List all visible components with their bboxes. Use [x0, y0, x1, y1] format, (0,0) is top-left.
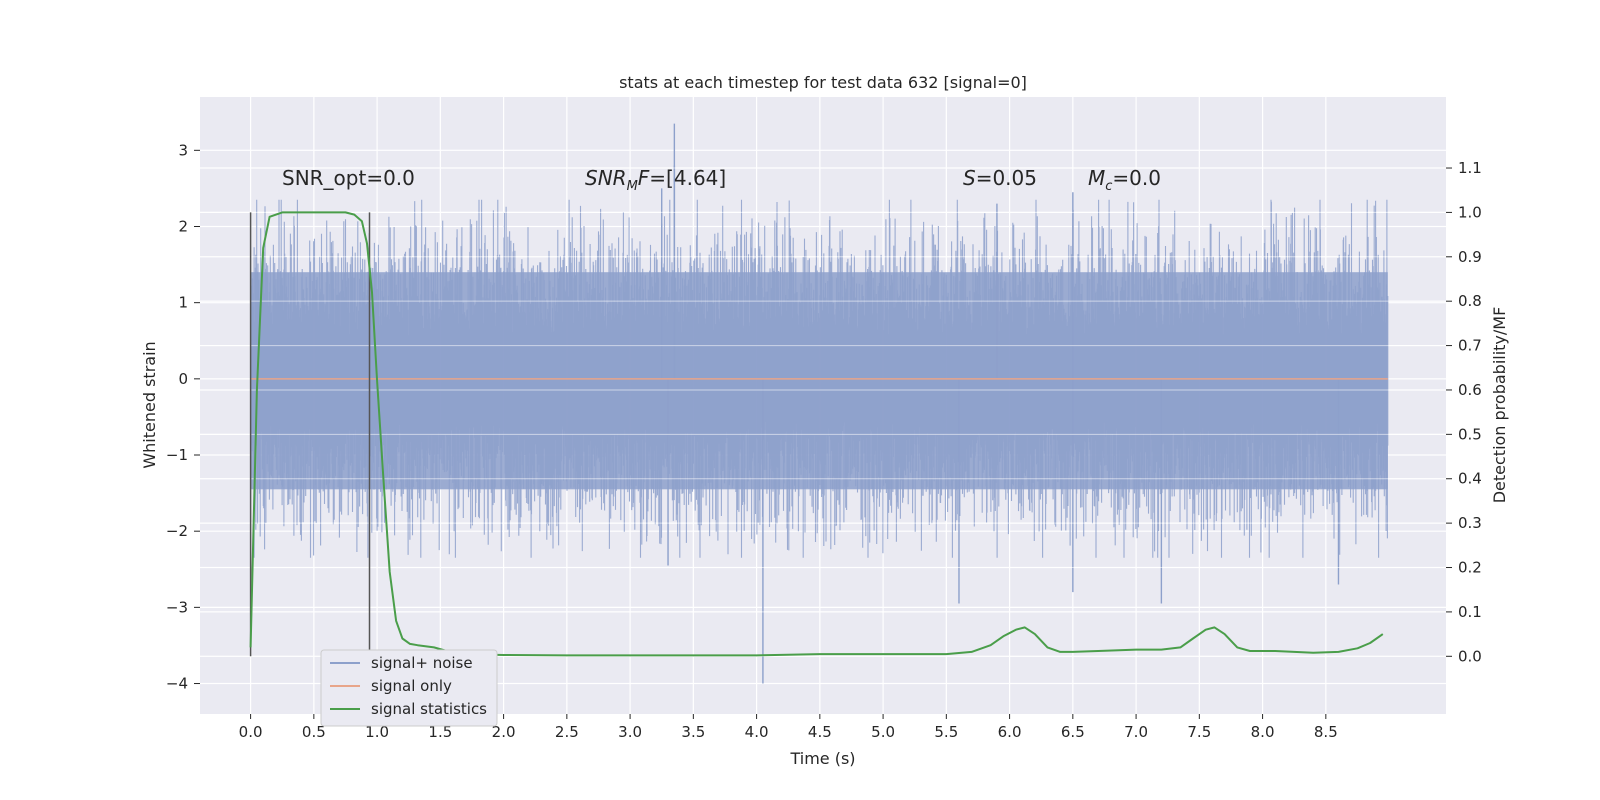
y-tick-label: 0	[178, 370, 188, 388]
annotation-snr-mf-var: SNR	[585, 166, 627, 190]
x-tick-label: 7.0	[1124, 723, 1148, 741]
y2-tick-label: 0.8	[1458, 292, 1482, 310]
x-axis-label: Time (s)	[789, 749, 855, 768]
y-tick-label: −1	[166, 446, 188, 464]
noise-core-band	[250, 272, 1388, 490]
signal-statistics-series	[249, 211, 1384, 657]
y2-tick-label: 1.0	[1458, 203, 1482, 221]
legend-label-signal-noise: signal+ noise	[371, 654, 473, 672]
y-tick-label: −4	[166, 675, 188, 693]
y-tick-label: 1	[178, 294, 188, 312]
annotation-mc-value: =0.0	[1112, 166, 1161, 190]
x-axis-ticks: 0.0 0.5 1.0 1.5 2.0 2.5 3.0 3.5 4.0 4.5 5.0 5.5 6.0 6…	[239, 714, 1338, 741]
y2-axis-ticks: 1.1 1.0 0.9 0.8 0.7 0.6 0.5 0.4 0.3 0.2 0.1 0.0	[1446, 159, 1482, 665]
y2-tick-label: 0.1	[1458, 603, 1482, 621]
y-tick-label: −2	[166, 522, 188, 540]
legend-label-signal-only: signal only	[371, 677, 452, 695]
y2-tick-label: 0.4	[1458, 470, 1482, 488]
y-axis-label: Whitened strain	[140, 341, 159, 468]
x-tick-label: 0.5	[302, 723, 326, 741]
x-tick-label: 1.0	[365, 723, 389, 741]
x-tick-label: 3.0	[618, 723, 642, 741]
annotation-s: S=0.05	[963, 166, 1037, 190]
x-tick-label: 1.5	[428, 723, 452, 741]
x-tick-label: 5.0	[871, 723, 895, 741]
x-tick-label: 3.5	[681, 723, 705, 741]
y2-tick-label: 0.3	[1458, 514, 1482, 532]
x-tick-label: 4.5	[808, 723, 832, 741]
y2-tick-label: 1.1	[1458, 159, 1482, 177]
x-tick-label: 0.0	[239, 723, 263, 741]
annotation-snr-mf-value: =[4.64]	[649, 166, 726, 190]
y-tick-label: 3	[178, 141, 188, 159]
annotation-mc-var: M	[1088, 166, 1105, 190]
annotation-snr-opt: SNR_opt=0.0	[282, 166, 415, 190]
x-tick-label: 5.5	[934, 723, 958, 741]
annotation-snr-mf: SNRMF=[4.64]	[585, 166, 726, 194]
legend-label-signal-statistics: signal statistics	[371, 700, 487, 718]
y2-tick-label: 0.0	[1458, 647, 1482, 665]
x-tick-label: 2.0	[492, 723, 516, 741]
x-tick-label: 8.5	[1314, 723, 1338, 741]
y2-tick-label: 0.6	[1458, 381, 1482, 399]
annotation-mc-sub: c	[1105, 179, 1112, 194]
x-tick-label: 6.5	[1061, 723, 1085, 741]
y-tick-label: −3	[166, 598, 188, 616]
x-tick-label: 4.0	[745, 723, 769, 741]
annotation-snr-mf-tail: F	[638, 166, 650, 190]
signal-statistics-line	[249, 211, 1384, 657]
signal-noise-series	[200, 123, 1446, 684]
vertical-markers	[249, 212, 371, 657]
annotation-snr-mf-sub: M	[627, 179, 638, 194]
x-tick-label: 8.0	[1251, 723, 1275, 741]
y2-tick-label: 0.5	[1458, 425, 1482, 443]
y2-tick-label: 0.9	[1458, 248, 1482, 266]
chart-title: stats at each timestep for test data 632…	[619, 73, 1027, 92]
legend: signal+ noise signal only signal statist…	[320, 649, 498, 727]
annotation-s-value: =0.05	[976, 166, 1037, 190]
y2-tick-label: 0.7	[1458, 337, 1482, 355]
y2-tick-label: 0.2	[1458, 559, 1482, 577]
y-axis-ticks: 3 2 1 0 −1 −2 −3 −4	[166, 141, 200, 693]
y2-axis-label: Detection probability/MF	[1490, 307, 1509, 504]
x-tick-label: 6.0	[998, 723, 1022, 741]
legend-box	[320, 649, 498, 727]
y-tick-label: 2	[178, 217, 188, 235]
x-tick-label: 2.5	[555, 723, 579, 741]
annotation-mc: Mc=0.0	[1088, 166, 1161, 194]
annotation-s-var: S	[963, 166, 976, 190]
x-tick-label: 7.5	[1187, 723, 1211, 741]
